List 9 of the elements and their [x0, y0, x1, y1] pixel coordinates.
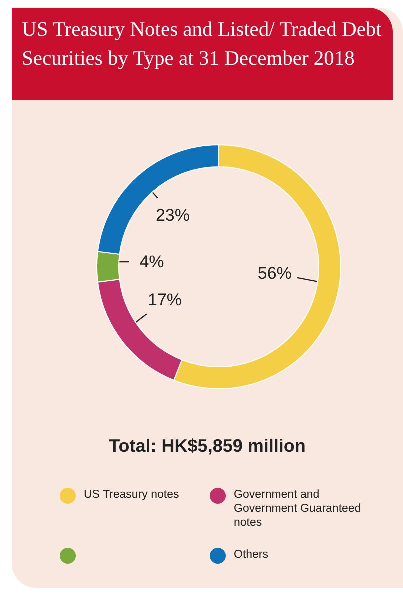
data-label: 23%	[156, 206, 190, 225]
text: Total: HK$5,859 million	[108, 436, 307, 457]
chart-title: US Treasury Notes and Listed/ Traded Debt Securities by Type at 31 December 2018	[12, 8, 393, 100]
data-label: 17%	[148, 290, 182, 310]
data-label: 56%	[258, 264, 292, 284]
legend-label: Others	[234, 548, 269, 562]
legend-label: Government and Government Guaranteed notes	[234, 488, 362, 530]
data-label: 4%	[140, 252, 164, 272]
legend-label: US Treasury notes	[84, 488, 180, 502]
